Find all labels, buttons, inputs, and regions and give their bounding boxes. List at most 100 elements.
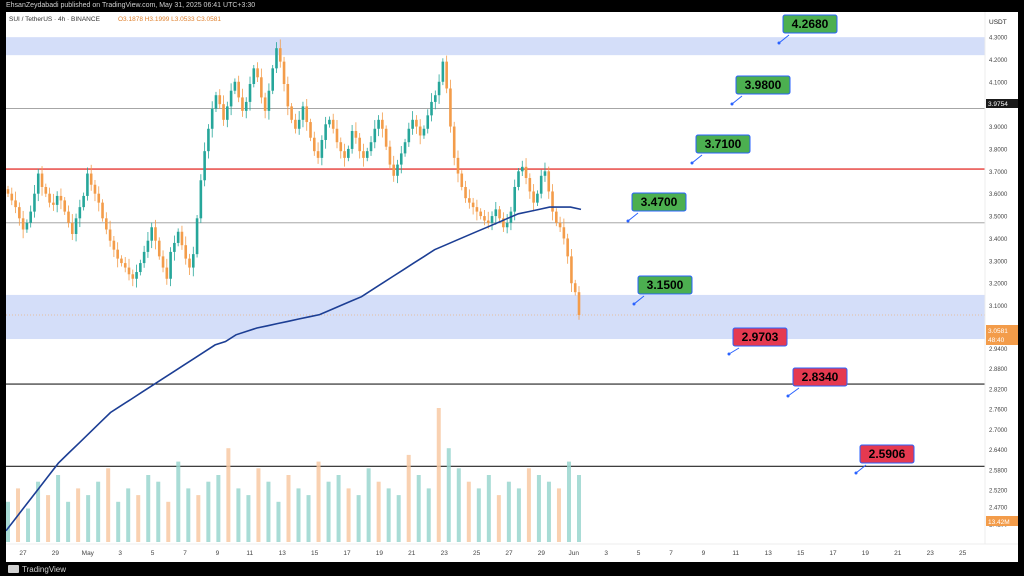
level-tag-3.1500[interactable]: 3.1500 [632,275,693,306]
y-tick-label: 3.4000 [989,237,1008,243]
tag-label: 2.8340 [802,370,839,384]
candle-body [154,227,157,241]
volume-bar [246,495,251,542]
candle-body [456,157,460,174]
candle-body [301,106,305,120]
candle-body [36,173,40,194]
tag-label: 3.9800 [745,78,782,92]
volume-bar [316,461,321,542]
candle-body [350,131,354,149]
x-tick-label: 9 [216,550,220,557]
candle-body [222,104,225,120]
candle-body [320,139,324,158]
level-tag-3.9800[interactable]: 3.9800 [730,75,791,106]
tag-leader [627,212,639,222]
candle-body [418,126,422,136]
candle-body [146,240,150,252]
candlesticks [6,39,581,320]
zone-top [6,37,985,56]
volume-tag-bg [986,516,1018,526]
volume-bar [506,481,511,542]
tag-anchor [730,102,734,106]
candle-body [14,200,17,208]
candle-body [165,267,169,279]
tag-leader [633,295,645,305]
volume-bar [386,488,391,542]
volume-tag: 13.42M [988,519,1010,526]
chart-plot-area[interactable]: 4.2680 3.9800 3.7100 3.4700 3.1500 2.9703 2.83… [5,12,1018,562]
candle-body [422,128,426,136]
candle-body [373,128,377,143]
candle-body [471,202,475,208]
candle-body [437,81,441,96]
volume-bar [516,488,521,542]
candle-body [547,171,551,192]
y-tick-label: 3.1000 [989,304,1008,310]
bar-countdown: 48:40 [988,337,1005,344]
x-tick-label: 5 [151,550,155,557]
candle-body [468,198,471,203]
candle-body [55,195,59,205]
volume-bar [56,475,61,542]
candle-body [10,193,14,201]
volume-bar [146,475,151,542]
volume-bar [156,481,161,542]
candle-body [127,267,131,275]
candle-body [570,256,573,284]
candle-body [108,229,112,241]
candle-body [407,128,411,143]
price-axis: 4.30004.20004.10004.00003.90003.80003.70… [989,36,1008,529]
volume-bar [266,481,271,542]
candle-body [188,258,191,268]
currency-label: USDT [989,19,1007,26]
tag-leader [787,387,800,397]
tag-box [792,367,848,387]
candle-body [445,61,448,89]
level-tag-2.5906[interactable]: 2.5906 [854,444,915,475]
level-tag-2.9703[interactable]: 2.9703 [727,327,788,356]
volume-bar [366,468,371,542]
candle-body [29,211,32,223]
level-tag-3.7100[interactable]: 3.7100 [690,134,751,165]
candle-body [282,61,286,85]
level-tag-3.4700[interactable]: 3.4700 [626,192,687,223]
candle-body [362,151,365,158]
x-tick-label: 29 [52,550,60,557]
candle-body [343,151,346,158]
candle-body [460,173,464,187]
tag-box [782,14,838,34]
brand-text: TradingView [22,565,67,574]
candle-body [573,283,577,293]
candle-body [93,184,97,194]
tag-box [637,275,693,295]
level-tag-2.8340[interactable]: 2.8340 [786,367,848,398]
price-chart-svg[interactable]: 4.2680 3.9800 3.7100 3.4700 3.1500 2.9703 2.83… [5,12,1018,562]
volume-bars [6,408,581,542]
x-tick-label: 19 [862,550,870,557]
level-lines-layer [6,108,985,467]
x-tick-label: 21 [894,550,902,557]
volume-bar [496,495,501,542]
level-tag-4.2680[interactable]: 4.2680 [777,14,838,45]
x-tick-label: 15 [311,550,319,557]
candle-body [381,119,384,129]
volume-bar [346,488,351,542]
crosshair-price-tag-bg [986,99,1018,108]
candle-body [483,216,486,221]
candle-body [180,231,184,246]
candle-body [169,251,172,279]
volume-bar [326,481,331,542]
candle-body [195,218,199,255]
candle-body [89,173,93,185]
ohlc-text: O3.1878 H3.1999 L3.0533 C3.0581 [118,16,221,23]
publish-header: EhsanZeydabadi published on TradingView.… [0,0,1024,12]
candle-body [517,171,520,187]
candle-body [21,218,25,230]
x-tick-label: 13 [279,550,287,557]
candle-body [430,101,433,116]
tag-leader [855,464,867,474]
candle-body [524,166,528,179]
x-tick-label: 3 [604,550,608,557]
candle-body [562,227,566,239]
candle-body [105,218,108,230]
